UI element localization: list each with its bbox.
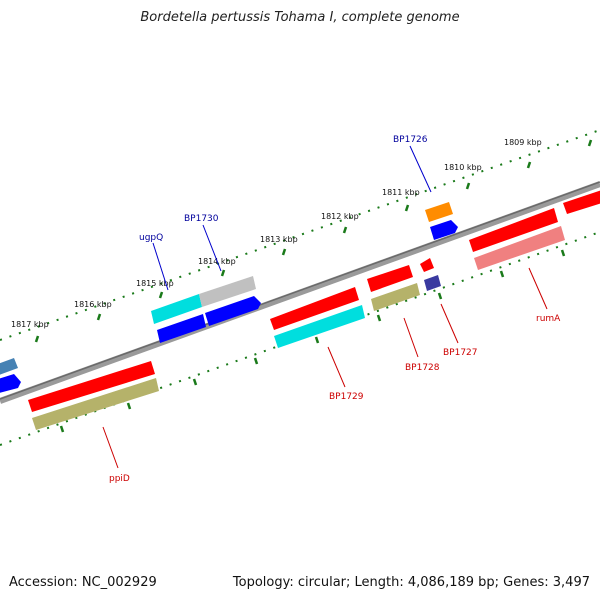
genome-backbone	[0, 181, 600, 404]
ruler-label: 1809 kbp	[504, 138, 542, 147]
inner-gene-track	[28, 361, 159, 430]
gene-leader-lines	[102, 145, 548, 469]
gene-label-bp1726: BP1726	[393, 135, 428, 145]
gene-feature	[270, 287, 359, 330]
ruler-label: 1811 kbp	[382, 188, 420, 197]
gene-feature	[0, 374, 21, 393]
gene-feature	[151, 294, 202, 324]
accession-text: Accession: NC_002929	[9, 575, 157, 590]
map-title: Bordetella pertussis Tohama I, complete …	[140, 10, 460, 25]
gene-feature	[420, 258, 434, 272]
gene-feature	[563, 190, 600, 214]
gene-label-bp1730: BP1730	[184, 214, 219, 224]
gene-label-bp1729: BP1729	[329, 392, 364, 402]
gene-label-bp1727: BP1727	[443, 348, 478, 358]
ruler-label: 1810 kbp	[444, 163, 482, 172]
gene-label-ugpq: ugpQ	[139, 233, 163, 243]
ruler-label: 1815 kbp	[136, 279, 174, 288]
gene-feature	[367, 265, 413, 292]
ruler-label: 1812 kbp	[321, 212, 359, 221]
gene-feature	[205, 296, 261, 326]
ruler-label: 1813 kbp	[260, 235, 298, 244]
ruler-label: 1817 kbp	[11, 320, 49, 329]
genome-summary-text: Topology: circular; Length: 4,086,189 bp…	[232, 575, 590, 590]
gene-feature	[199, 276, 256, 307]
gene-feature	[430, 220, 458, 240]
gene-label-ruma: rumA	[536, 314, 561, 324]
gene-feature	[157, 314, 206, 343]
ruler-label: 1816 kbp	[74, 300, 112, 309]
gene-feature	[474, 226, 565, 270]
gene-feature	[0, 358, 18, 375]
gene-feature	[274, 305, 365, 348]
gene-feature	[28, 361, 155, 412]
gene-feature	[424, 275, 441, 291]
inner-ruler	[0, 231, 600, 446]
gene-label-bp1728: BP1728	[405, 363, 440, 373]
outer-ruler-ticks	[34, 139, 593, 343]
gene-feature	[469, 208, 558, 252]
gene-feature	[425, 202, 453, 222]
inner-ruler-ticks	[59, 249, 566, 433]
gene-label-ppid: ppiD	[109, 474, 130, 484]
gene-feature	[371, 283, 420, 311]
outer-gene-track	[0, 190, 600, 393]
gene-feature	[32, 378, 159, 430]
